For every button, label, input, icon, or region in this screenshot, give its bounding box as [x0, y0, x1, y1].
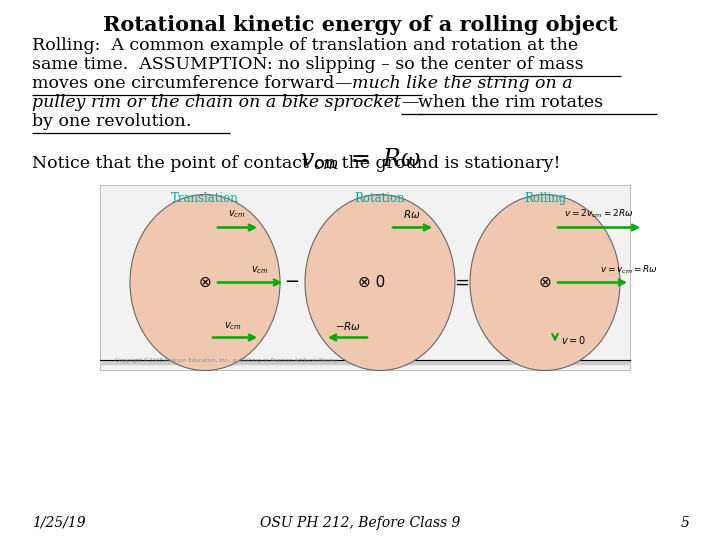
Text: $v_{cm}$: $v_{cm}$: [251, 265, 269, 276]
FancyBboxPatch shape: [100, 185, 630, 370]
Text: Rotation: Rotation: [355, 192, 405, 205]
Text: =: =: [454, 273, 469, 292]
Text: pulley rim or the chain on a bike sprocket: pulley rim or the chain on a bike sprock…: [32, 94, 401, 111]
Text: ⊗ 0: ⊗ 0: [359, 275, 386, 290]
Text: $v_{cm}$: $v_{cm}$: [228, 208, 246, 220]
Text: by one revolution: by one revolution: [32, 113, 186, 130]
Text: —: —: [334, 75, 352, 92]
Text: $v=v_{cm}=R\omega$: $v=v_{cm}=R\omega$: [600, 264, 658, 276]
Text: 1/25/19: 1/25/19: [32, 516, 86, 530]
Text: —: —: [401, 94, 418, 111]
Text: $v=0$: $v=0$: [561, 334, 586, 347]
Text: ⊗: ⊗: [199, 275, 212, 290]
Text: Rolling: Rolling: [524, 192, 566, 205]
Ellipse shape: [470, 194, 620, 370]
Text: −: −: [284, 273, 300, 292]
Text: same time.  ASSUMPTION: no slipping – so the: same time. ASSUMPTION: no slipping – so …: [32, 56, 454, 73]
Text: moves one circumference forward: moves one circumference forward: [32, 75, 334, 92]
Text: Rolling:  A common example of translation and rotation at the: Rolling: A common example of translation…: [32, 37, 578, 54]
Ellipse shape: [305, 194, 455, 370]
Text: $-R\omega$: $-R\omega$: [335, 321, 361, 333]
Text: much like the string on a: much like the string on a: [352, 75, 572, 92]
Text: Translation: Translation: [171, 192, 239, 205]
Text: Notice that the point of contact on the ground is stationary!: Notice that the point of contact on the …: [32, 155, 560, 172]
Text: ⊗: ⊗: [539, 275, 552, 290]
Text: $v=2v_{cm}=2R\omega$: $v=2v_{cm}=2R\omega$: [564, 208, 634, 220]
Text: .: .: [186, 113, 192, 130]
Text: center of mass: center of mass: [454, 56, 584, 73]
Text: $R\omega$: $R\omega$: [403, 208, 420, 220]
Text: $\mathit{v}_{cm}\ =\ R\omega$: $\mathit{v}_{cm}\ =\ R\omega$: [300, 146, 420, 172]
Text: OSU PH 212, Before Class 9: OSU PH 212, Before Class 9: [260, 516, 460, 530]
Text: $v_{cm}$: $v_{cm}$: [224, 321, 242, 333]
Ellipse shape: [130, 194, 280, 370]
Text: Copyright ©2008 Pearson Education, Inc., publishing as Pearson Addison-Wesley.: Copyright ©2008 Pearson Education, Inc.,…: [115, 357, 338, 363]
Text: when the rim rotates: when the rim rotates: [418, 94, 603, 111]
Text: 5: 5: [681, 516, 690, 530]
Text: Rotational kinetic energy of a rolling object: Rotational kinetic energy of a rolling o…: [103, 15, 617, 35]
